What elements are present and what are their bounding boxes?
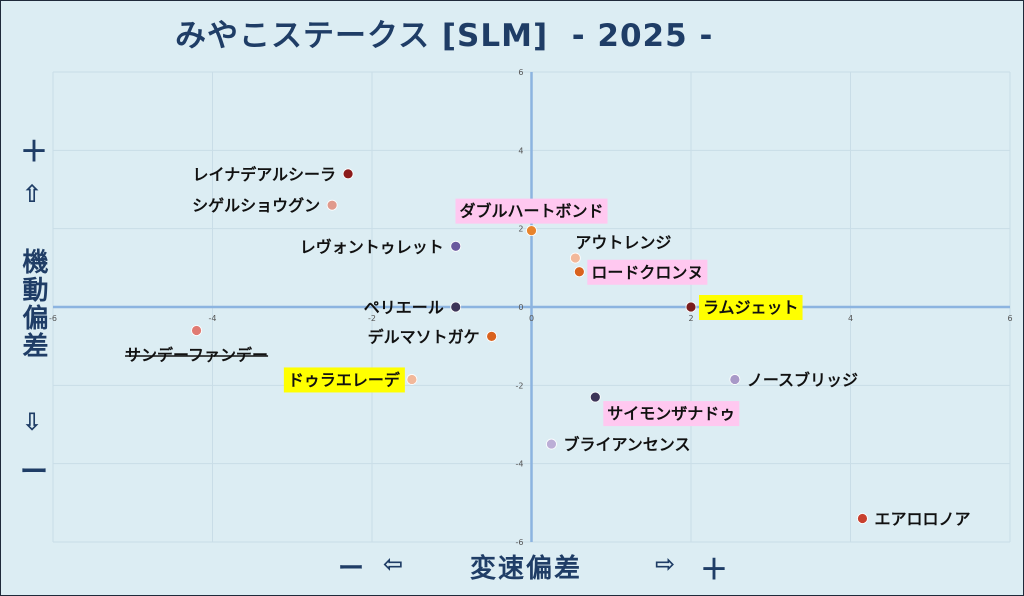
data-point	[342, 168, 354, 180]
y-top-sign: ＋	[20, 135, 49, 168]
x-tick-label: 4	[848, 314, 853, 323]
data-point-label: ノースブリッジ	[747, 370, 858, 389]
y-down-arrow-icon: ⇩	[22, 408, 43, 436]
data-point	[589, 391, 601, 403]
data-point	[526, 225, 537, 237]
x-left-arrow-icon: ⇦	[383, 550, 404, 578]
data-point	[450, 240, 462, 252]
data-point-label: シゲルショウグン	[192, 196, 320, 215]
data-point-group: ドゥラエレーデ	[283, 367, 418, 393]
y-bottom-sign: ー	[20, 455, 49, 488]
data-point	[191, 325, 202, 336]
data-point-group: シゲルショウグン	[192, 196, 338, 215]
data-point-group: エアロロノア	[857, 510, 970, 529]
data-point	[546, 438, 557, 450]
data-point	[573, 266, 585, 278]
data-point-label: アウトレンジ	[575, 233, 671, 252]
label-highlight	[455, 198, 608, 224]
y-tick-label: 2	[518, 225, 523, 234]
y-tick-label: 0	[518, 303, 523, 312]
data-point-group: ラムジェット	[685, 295, 803, 320]
data-point-label: ペリエール	[364, 298, 444, 317]
data-point-label: ダブルハートボンド	[459, 202, 603, 221]
data-point-group: デルマソトガケ	[368, 327, 498, 346]
y-tick-label: -4	[516, 460, 524, 469]
x-tick-label: 0	[529, 314, 534, 323]
label-highlight	[699, 295, 803, 320]
data-point-label: デルマソトガケ	[368, 327, 480, 346]
chart-title: みやこステークス [SLM] - 2025 -	[175, 18, 714, 54]
data-point	[326, 199, 338, 211]
y-tick-label: 6	[518, 68, 523, 77]
y-tick-label: -6	[516, 538, 524, 547]
data-point	[486, 330, 498, 342]
label-highlight	[283, 367, 405, 393]
data-point-label: ブライアンセンス	[563, 435, 690, 454]
data-point-label: ドゥラエレーデ	[288, 370, 401, 389]
data-point	[569, 252, 581, 264]
data-point-label: サイモンザナドゥ	[607, 404, 735, 423]
data-point	[729, 374, 741, 385]
data-point-group: ダブルハートボンド	[455, 198, 608, 237]
data-point-group: ロードクロンヌ	[573, 259, 708, 285]
label-highlight	[587, 259, 708, 285]
data-point-label: レイナデアルシーラ	[193, 165, 337, 184]
data-point-group: ペリエール	[364, 298, 462, 317]
data-point	[857, 513, 868, 524]
data-point-label: サンデーファンデー	[125, 346, 268, 365]
y-tick-label: -2	[516, 381, 524, 390]
data-point-label: ラムジェット	[703, 298, 799, 317]
data-point	[685, 301, 697, 313]
data-point-group: サンデーファンデー	[125, 325, 269, 365]
x-right-sign: ＋	[700, 553, 729, 586]
data-point-group: ブライアンセンス	[546, 435, 690, 454]
y-tick-label: 4	[518, 146, 523, 155]
data-point-label: ロードクロンヌ	[591, 263, 703, 282]
y-axis-label: 機動偏差	[18, 248, 48, 360]
data-point-label: レヴォントゥレット	[300, 237, 444, 256]
x-tick-label: -6	[49, 314, 57, 323]
x-axis-label: 変速偏差	[470, 554, 583, 584]
x-left-sign: ー	[338, 554, 365, 584]
data-point	[450, 301, 462, 313]
x-tick-label: 2	[688, 314, 693, 323]
data-point	[406, 374, 418, 385]
x-tick-label: 6	[1007, 314, 1012, 323]
data-point-group: アウトレンジ	[569, 233, 671, 264]
label-highlight	[603, 401, 740, 427]
data-point-group: サイモンザナドゥ	[589, 391, 740, 427]
x-tick-label: -4	[209, 314, 217, 323]
y-up-arrow-icon: ⇧	[22, 180, 43, 208]
data-point-label: エアロロノア	[874, 510, 970, 529]
x-right-arrow-icon: ⇨	[655, 550, 676, 578]
x-tick-label: -2	[368, 314, 376, 323]
data-point-group: レヴォントゥレット	[300, 237, 462, 256]
data-point-group: レイナデアルシーラ	[193, 165, 354, 184]
data-point-group: ノースブリッジ	[729, 370, 858, 389]
